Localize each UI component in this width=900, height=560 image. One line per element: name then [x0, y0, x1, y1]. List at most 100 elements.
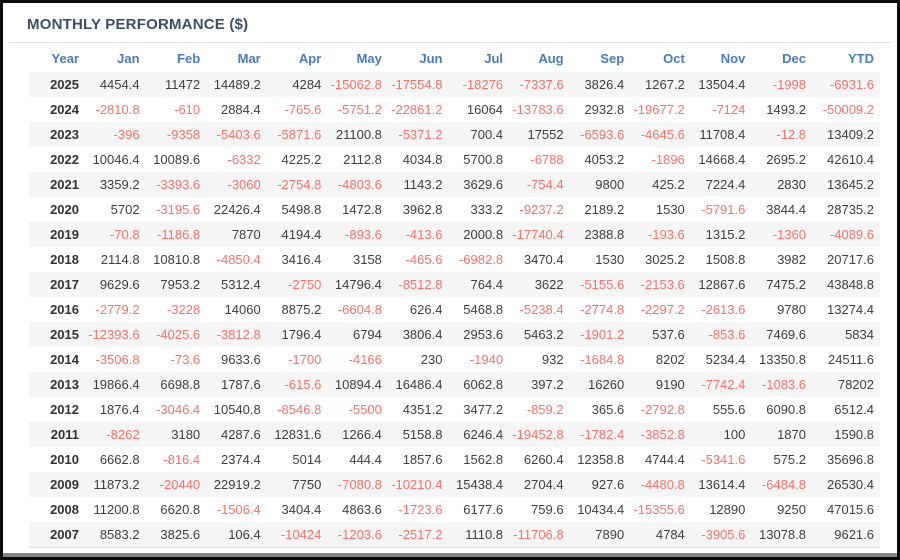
value-cell: -893.6	[345, 227, 382, 242]
value-cell: -5238.4	[519, 302, 564, 317]
value-cell: -5403.6	[216, 127, 261, 142]
value-cell: -1360	[772, 227, 806, 242]
value-cell: 3982	[777, 252, 806, 267]
value-cell: 2695.2	[766, 152, 806, 167]
value-cell: -6931.6	[829, 77, 874, 92]
year-cell: 2010	[50, 452, 79, 467]
value-cell: -2613.6	[701, 302, 746, 317]
value-cell: 14668.4	[698, 152, 746, 167]
column-header-aug: Aug	[538, 51, 564, 66]
value-cell: -4025.6	[156, 327, 201, 342]
value-cell: 2374.4	[220, 452, 261, 467]
table-row: 2014 -3506.8 -73.6 9633.6 -1700 -4166 230 -1940…	[29, 347, 880, 372]
value-cell: 6177.6	[463, 502, 504, 517]
value-cell: -4480.8	[640, 477, 685, 492]
value-cell: 3826.4	[584, 77, 625, 92]
monthly-performance-table: Year Jan Feb Mar Apr May Jun Jul Aug Sep Oct Nov Dec…	[29, 44, 880, 548]
value-cell: 5834	[845, 327, 874, 342]
column-header-dec: Dec	[782, 51, 806, 66]
value-cell: -13783.6	[512, 102, 564, 117]
value-cell: -12393.6	[88, 327, 140, 342]
value-cell: 35696.8	[827, 452, 874, 467]
value-cell: 5014	[292, 452, 322, 467]
value-cell: 22426.4	[213, 202, 261, 217]
value-cell: 4053.2	[584, 152, 625, 167]
value-cell: -15355.6	[633, 502, 685, 517]
year-cell: 2023	[50, 127, 79, 142]
value-cell: 5468.8	[463, 302, 504, 317]
value-cell: 10810.8	[153, 252, 201, 267]
value-cell: -3506.8	[95, 352, 140, 367]
column-header-jan: Jan	[117, 51, 140, 66]
value-cell: 4284	[292, 77, 322, 92]
table-row: 2013 19866.4 6698.8 1787.6 -615.6 10894.4 1648…	[29, 372, 880, 397]
table-row: 2016 -2779.2 -3228 14060 8875.2 -6604.8 626.4 5…	[29, 297, 880, 322]
value-cell: -1901.2	[580, 327, 625, 342]
value-cell: 1857.6	[402, 452, 443, 467]
value-cell: 13614.4	[698, 477, 746, 492]
table-row: 2022 10046.4 10089.6 -6332 4225.2 2112.8 4034.…	[29, 147, 880, 172]
value-cell: 4744.4	[645, 452, 685, 467]
value-cell: -8262	[106, 427, 140, 442]
value-cell: 16486.4	[395, 377, 443, 392]
value-cell: 4225.2	[281, 152, 322, 167]
table-body: 2025 4454.4 11472 14489.2 4284 -15062.8 -17554…	[29, 72, 880, 548]
value-cell: 4194.4	[281, 227, 322, 242]
value-cell: 3622	[534, 277, 564, 292]
value-cell: 3158	[352, 252, 382, 267]
value-cell: 11873.2	[93, 477, 140, 492]
value-cell: -6788	[530, 152, 564, 167]
value-cell: -7080.8	[337, 477, 382, 492]
value-cell: 2000.8	[463, 227, 504, 242]
value-cell: 4287.6	[220, 427, 261, 442]
value-cell: 2114.8	[100, 252, 140, 267]
value-cell: 7224.4	[705, 177, 746, 192]
value-cell: 12358.8	[577, 452, 625, 467]
value-cell: 16064	[466, 102, 504, 117]
value-cell: -5751.2	[337, 102, 382, 117]
year-cell: 2008	[50, 502, 79, 517]
value-cell: 6698.8	[160, 377, 201, 392]
value-cell: 13409.2	[827, 127, 874, 142]
value-cell: 444.4	[349, 452, 382, 467]
table-row: 2015 -12393.6 -4025.6 -3812.8 1796.4 6794 3806…	[29, 322, 880, 347]
value-cell: 4351.2	[402, 402, 443, 417]
value-cell: 700.4	[470, 127, 504, 142]
value-cell: -5791.6	[701, 202, 746, 217]
value-cell: 1267.2	[645, 77, 685, 92]
value-cell: -19677.2	[633, 102, 685, 117]
value-cell: -2750	[288, 277, 322, 292]
value-cell: -6332	[227, 152, 261, 167]
value-cell: -19452.8	[512, 427, 564, 442]
year-cell: 2014	[50, 352, 79, 367]
value-cell: -1684.8	[580, 352, 625, 367]
year-cell: 2018	[50, 252, 79, 267]
page-title: MONTHLY PERFORMANCE ($)	[27, 16, 249, 33]
table-row: 2008 11200.8 6620.8 -1506.4 3404.4 4863.6 -172…	[29, 497, 880, 522]
value-cell: -1998	[772, 77, 806, 92]
value-cell: 22919.2	[213, 477, 261, 492]
column-header-mar: Mar	[237, 51, 261, 66]
value-cell: 2388.8	[584, 227, 625, 242]
year-cell: 2025	[50, 77, 79, 92]
value-cell: -5371.2	[398, 127, 443, 142]
value-cell: -18276	[462, 77, 504, 92]
value-cell: 42610.4	[827, 152, 874, 167]
value-cell: 3844.4	[766, 202, 806, 217]
value-cell: 5158.8	[402, 427, 443, 442]
value-cell: -3812.8	[216, 327, 261, 342]
value-cell: 16260	[588, 377, 625, 392]
value-cell: -5341.6	[701, 452, 746, 467]
value-cell: 1508.8	[705, 252, 746, 267]
value-cell: -7742.4	[701, 377, 746, 392]
value-cell: 14060	[224, 302, 261, 317]
year-cell: 2024	[50, 102, 79, 117]
value-cell: 6090.8	[766, 402, 806, 417]
value-cell: -853.6	[708, 327, 746, 342]
value-cell: -3060	[227, 177, 261, 192]
value-cell: 12890	[709, 502, 746, 517]
value-cell: 5234.4	[705, 352, 746, 367]
column-header-jun: Jun	[419, 51, 443, 66]
column-header-may: May	[356, 51, 382, 66]
